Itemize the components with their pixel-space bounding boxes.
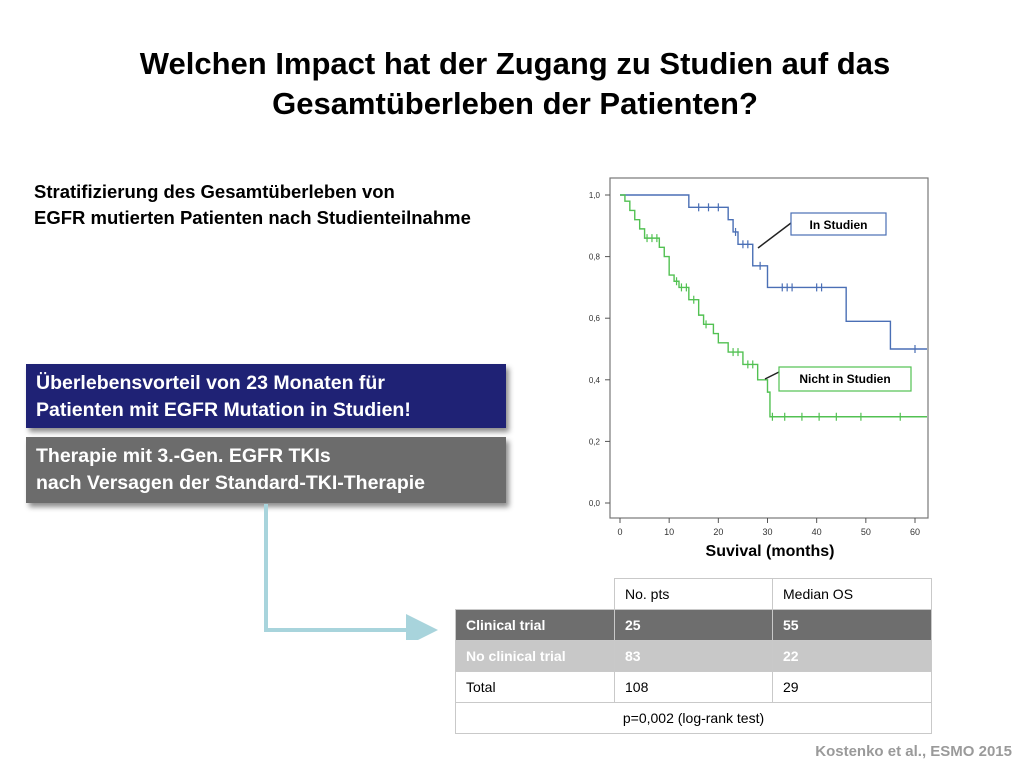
chart-description-line1: Stratifizierung des Gesamtüberleben von: [34, 181, 395, 202]
table-cell-pts: 108: [614, 671, 773, 703]
therapy-info-line1: Therapie mit 3.-Gen. EGFR TKIs: [36, 445, 331, 467]
table-header-pts: No. pts: [614, 578, 773, 610]
x-axis-title: Suvival (months): [705, 543, 835, 560]
x-tick-label: 40: [812, 527, 822, 537]
table-row: Clinical trial 25 55: [455, 609, 932, 641]
survival-chart: 0,0 0,2 0,4 0,6 0,8 1,0 0 10 20 30 40 50 60 In Stud…: [589, 177, 929, 537]
results-table: No. pts Median OS Clinical trial 25 55 N…: [455, 578, 932, 734]
table-row: No clinical trial 83 22: [455, 640, 932, 672]
table-header-blank: [455, 578, 615, 610]
label-nicht-in-studien: Nicht in Studien: [764, 366, 912, 392]
slide-title-line2: Gesamtüberleben der Patienten?: [272, 86, 758, 121]
table-footer: p=0,002 (log-rank test): [455, 702, 932, 734]
x-tick-label: 50: [861, 527, 871, 537]
series-line-nicht-in-studien: [620, 194, 927, 418]
table-cell-group: No clinical trial: [455, 640, 615, 672]
y-tick-label: 0,0: [589, 499, 601, 508]
table-cell-median: 55: [772, 609, 932, 641]
x-tick-label: 10: [664, 527, 674, 537]
survival-benefit-line2: Patienten mit EGFR Mutation in Studien!: [36, 399, 411, 421]
series-line-in-studien: [620, 194, 927, 350]
x-tick-label: 0: [617, 527, 622, 537]
therapy-info-line2: nach Versagen der Standard-TKI-Therapie: [36, 472, 426, 494]
y-axis: 0,0 0,2 0,4 0,6 0,8 1,0: [589, 191, 610, 508]
label-in-studien: In Studien: [757, 212, 887, 249]
label-nicht-in-studien-text: Nicht in Studien: [799, 372, 890, 386]
connector-arrow: [264, 504, 438, 640]
chart-description: Stratifizierung des Gesamtüberleben von …: [34, 179, 594, 231]
table-cell-group: Total: [455, 671, 615, 703]
y-tick-label: 0,8: [589, 253, 601, 262]
table-cell-group: Clinical trial: [455, 609, 615, 641]
x-tick-label: 30: [762, 527, 772, 537]
y-tick-label: 0,4: [589, 376, 601, 385]
series-layer: [620, 194, 927, 421]
table-cell-median: 29: [772, 671, 932, 703]
citation: Kostenko et al., ESMO 2015: [815, 743, 1012, 760]
y-tick-label: 0,6: [589, 314, 601, 323]
slide-title-line1: Welchen Impact hat der Zugang zu Studien…: [139, 46, 891, 81]
table-header-row: No. pts Median OS: [455, 578, 932, 610]
x-tick-label: 20: [713, 527, 723, 537]
table-cell-pts: 83: [614, 640, 773, 672]
table-cell-pts: 25: [614, 609, 773, 641]
label-in-studien-text: In Studien: [810, 218, 868, 232]
survival-benefit-line1: Überlebensvorteil von 23 Monaten für: [36, 372, 385, 394]
y-tick-label: 1,0: [589, 191, 601, 200]
table-cell-median: 22: [772, 640, 932, 672]
table-row: Total 108 29: [455, 671, 932, 703]
survival-benefit-box: Überlebensvorteil von 23 Monaten für Pat…: [26, 364, 506, 428]
x-tick-label: 60: [910, 527, 920, 537]
therapy-info-box: Therapie mit 3.-Gen. EGFR TKIs nach Vers…: [26, 437, 506, 503]
slide-title: Welchen Impact hat der Zugang zu Studien…: [60, 44, 970, 124]
table-header-median: Median OS: [772, 578, 932, 610]
y-tick-label: 0,2: [589, 437, 601, 446]
chart-description-line2: EGFR mutierten Patienten nach Studientei…: [34, 207, 471, 228]
table-footer-row: p=0,002 (log-rank test): [455, 702, 932, 734]
x-axis: 0 10 20 30 40 50 60: [617, 518, 920, 537]
